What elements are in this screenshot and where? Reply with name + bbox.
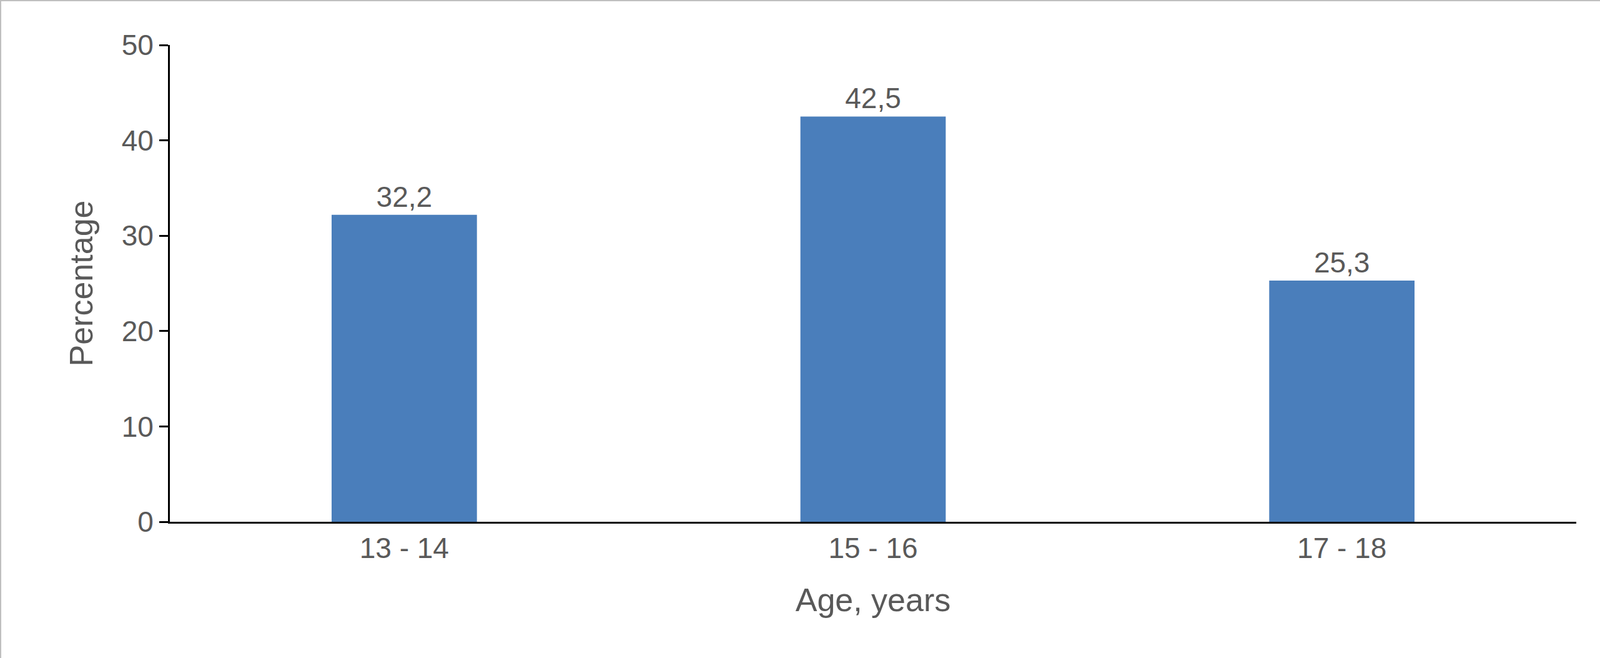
svg-text:50: 50 — [121, 28, 154, 62]
svg-text:40: 40 — [121, 124, 154, 157]
svg-text:13 - 14: 13 - 14 — [359, 531, 450, 564]
svg-text:0: 0 — [137, 505, 154, 538]
svg-text:Percentage: Percentage — [63, 200, 100, 367]
svg-text:17 - 18: 17 - 18 — [1297, 531, 1387, 564]
svg-text:30: 30 — [121, 219, 154, 252]
svg-text:32,2: 32,2 — [376, 180, 433, 213]
svg-text:20: 20 — [121, 314, 154, 348]
svg-text:Age, years: Age, years — [795, 581, 952, 618]
svg-text:25,3: 25,3 — [1313, 246, 1371, 279]
svg-text:10: 10 — [121, 410, 154, 443]
svg-text:42,5: 42,5 — [844, 81, 902, 115]
svg-text:15 - 16: 15 - 16 — [828, 531, 918, 564]
